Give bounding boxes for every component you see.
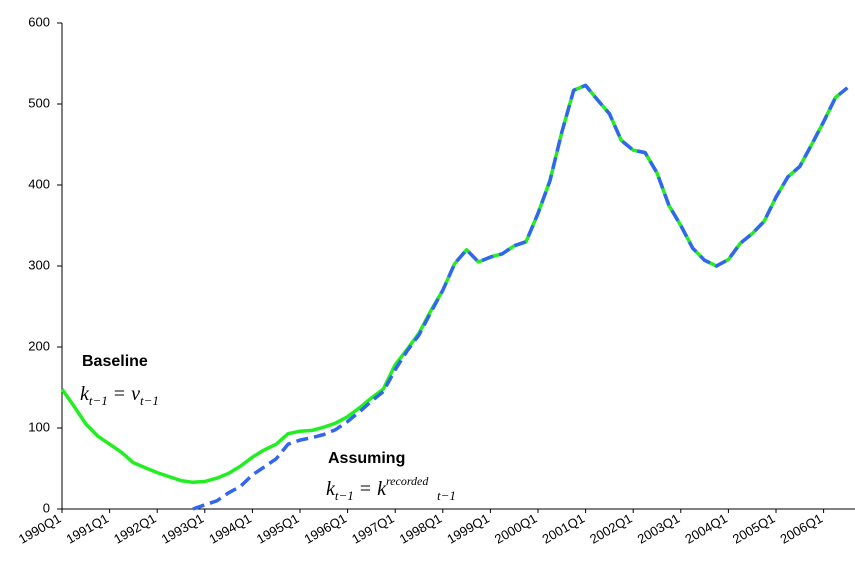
x-tick-label: 2004Q1 xyxy=(682,511,730,547)
y-tick-label: 300 xyxy=(28,257,50,272)
plot-area xyxy=(60,83,849,511)
y-tick-label: 0 xyxy=(43,500,50,515)
formula: kt−1 = vt−1 xyxy=(80,383,159,408)
x-tick-label: 2005Q1 xyxy=(730,511,778,547)
x-tick-label: 2000Q1 xyxy=(492,511,540,547)
y-tick-label: 500 xyxy=(28,95,50,110)
series-line xyxy=(60,83,849,485)
series-annotation: Assuming xyxy=(328,450,405,467)
x-tick-label: 1999Q1 xyxy=(444,511,492,547)
x-tick-label: 2001Q1 xyxy=(540,511,588,547)
formula-part: = xyxy=(114,383,125,405)
formula-part: = xyxy=(360,478,371,500)
y-tick-label: 200 xyxy=(28,338,50,353)
formula-part: v xyxy=(131,383,140,405)
formula: kt−1 = krecordedt−1 xyxy=(326,474,456,503)
x-tick-label: 1992Q1 xyxy=(111,511,159,547)
series-annotation: Baseline xyxy=(82,353,148,370)
series-line xyxy=(192,83,849,511)
x-tick-label: 1994Q1 xyxy=(206,511,254,547)
formula-part: t−1 xyxy=(140,393,159,408)
x-tick-label: 1991Q1 xyxy=(64,511,112,547)
formula-part: t−1 xyxy=(89,393,108,408)
formula-part: t−1 xyxy=(437,488,456,503)
formula-part: recorded xyxy=(386,474,429,488)
y-tick-label: 100 xyxy=(28,419,50,434)
y-tick-label: 600 xyxy=(28,14,50,29)
x-tick-label: 1996Q1 xyxy=(302,511,350,547)
x-tick-label: 1998Q1 xyxy=(397,511,445,547)
y-tick-label: 400 xyxy=(28,176,50,191)
formula-part: t−1 xyxy=(335,488,354,503)
x-tick-label: 1995Q1 xyxy=(254,511,302,547)
formula-part: k xyxy=(80,383,90,405)
x-tick-label: 2006Q1 xyxy=(778,511,826,547)
formula-part: k xyxy=(326,478,336,500)
x-tick-label: 1997Q1 xyxy=(349,511,397,547)
x-tick-label: 1993Q1 xyxy=(159,511,207,547)
x-tick-label: 2002Q1 xyxy=(587,511,635,547)
x-tick-label: 2003Q1 xyxy=(635,511,683,547)
formula-part: k xyxy=(377,478,387,500)
x-tick-label: 1990Q1 xyxy=(16,511,64,547)
